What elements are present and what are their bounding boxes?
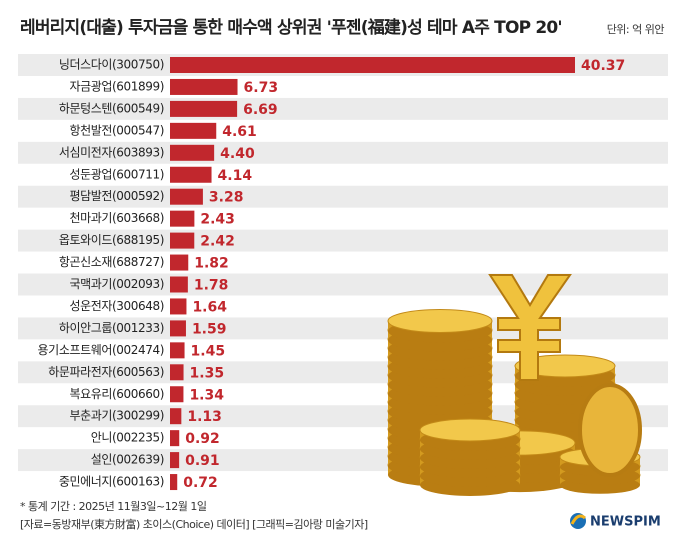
value-label: 1.59 [192,321,227,337]
coin [578,383,642,477]
value-label: 1.82 [194,256,229,272]
value-label: 6.69 [243,102,278,118]
bar [170,342,185,359]
bar [170,474,178,491]
category-label: 용기소프트웨어(002474) [38,343,164,357]
bar [170,144,215,161]
bar [170,78,238,95]
bar [170,276,188,293]
value-label: 1.34 [189,387,224,403]
category-label: 닝더스다이(300750) [59,58,164,72]
value-label: 4.40 [220,146,255,162]
value-label: 3.28 [209,190,244,206]
category-label: 항곤신소재(688727) [59,255,164,269]
category-label: 부춘과기(300299) [69,409,164,423]
coin [514,354,616,378]
category-label: 하문텅스텐(600549) [59,101,164,115]
footnote: [자료=동방재부(東方財富) 초이스(Choice) 데이터] [그래픽=김아랑… [20,517,368,531]
bar [170,232,195,249]
value-label: 1.78 [194,278,229,294]
category-label: 성둔광업(600711) [69,167,164,181]
value-label: 1.13 [187,409,222,425]
category-label: 항천발전(000547) [69,122,164,137]
category-label: 중민에너지(600163) [59,475,164,489]
category-label: 옵토와이드(688195) [59,233,164,247]
bar [170,254,189,271]
category-label: 하이안그룹(001233) [59,321,164,335]
value-label: 1.64 [192,299,227,315]
bar [170,408,182,425]
bar [170,364,184,381]
logo: NEWSPIM [590,515,661,530]
bar [170,430,180,447]
plot: 닝더스다이(300750) 40.37 자금광업(601899) 6.73 하문텅스텐(… [38,57,625,491]
bar [170,100,238,117]
unit-label: 단위: 억 위안 [607,23,665,36]
category-label: 천마과기(603668) [69,210,164,225]
value-label: 0.72 [183,475,218,491]
logo-icon [570,514,586,525]
category-label: 자금광업(601899) [69,79,164,93]
value-label: 2.43 [200,212,235,228]
bar [170,298,187,315]
category-label: 성운전자(300648) [69,299,164,313]
coins-illustration [387,274,642,496]
bar [170,386,184,403]
coin [419,418,521,442]
bar [170,122,217,139]
bar [170,452,180,469]
value-label: 6.73 [244,80,279,96]
value-label: 40.37 [581,58,625,74]
value-label: 1.45 [191,343,226,359]
value-label: 0.92 [185,431,220,447]
footnote: * 통계 기간 : 2025년 11월3일~12월 1일 [20,499,207,513]
value-label: 4.14 [218,168,253,184]
bar [170,210,195,227]
value-label: 0.91 [185,453,220,469]
category-label: 평담발전(000592) [69,189,164,203]
bar [170,320,186,337]
value-label: 4.61 [222,124,257,140]
bar [170,188,203,205]
bar [170,166,212,183]
value-label: 1.35 [190,365,225,381]
category-label: 안니(002235) [91,431,164,445]
chart-title: 레버리지(대출) 투자금을 통한 매수액 상위권 '푸젠(福建)성 테마 A주 … [20,17,562,38]
yen-symbol [488,274,572,381]
category-label: 복요유리(600660) [69,387,164,401]
value-label: 2.42 [200,234,235,250]
category-label: 설인(002639) [91,453,164,467]
category-label: 국맥과기(002093) [69,277,164,291]
coin [387,309,493,333]
category-label: 하문파라전자(600563) [48,365,164,379]
bar [170,57,575,73]
category-label: 서심미전자(603893) [59,145,164,159]
